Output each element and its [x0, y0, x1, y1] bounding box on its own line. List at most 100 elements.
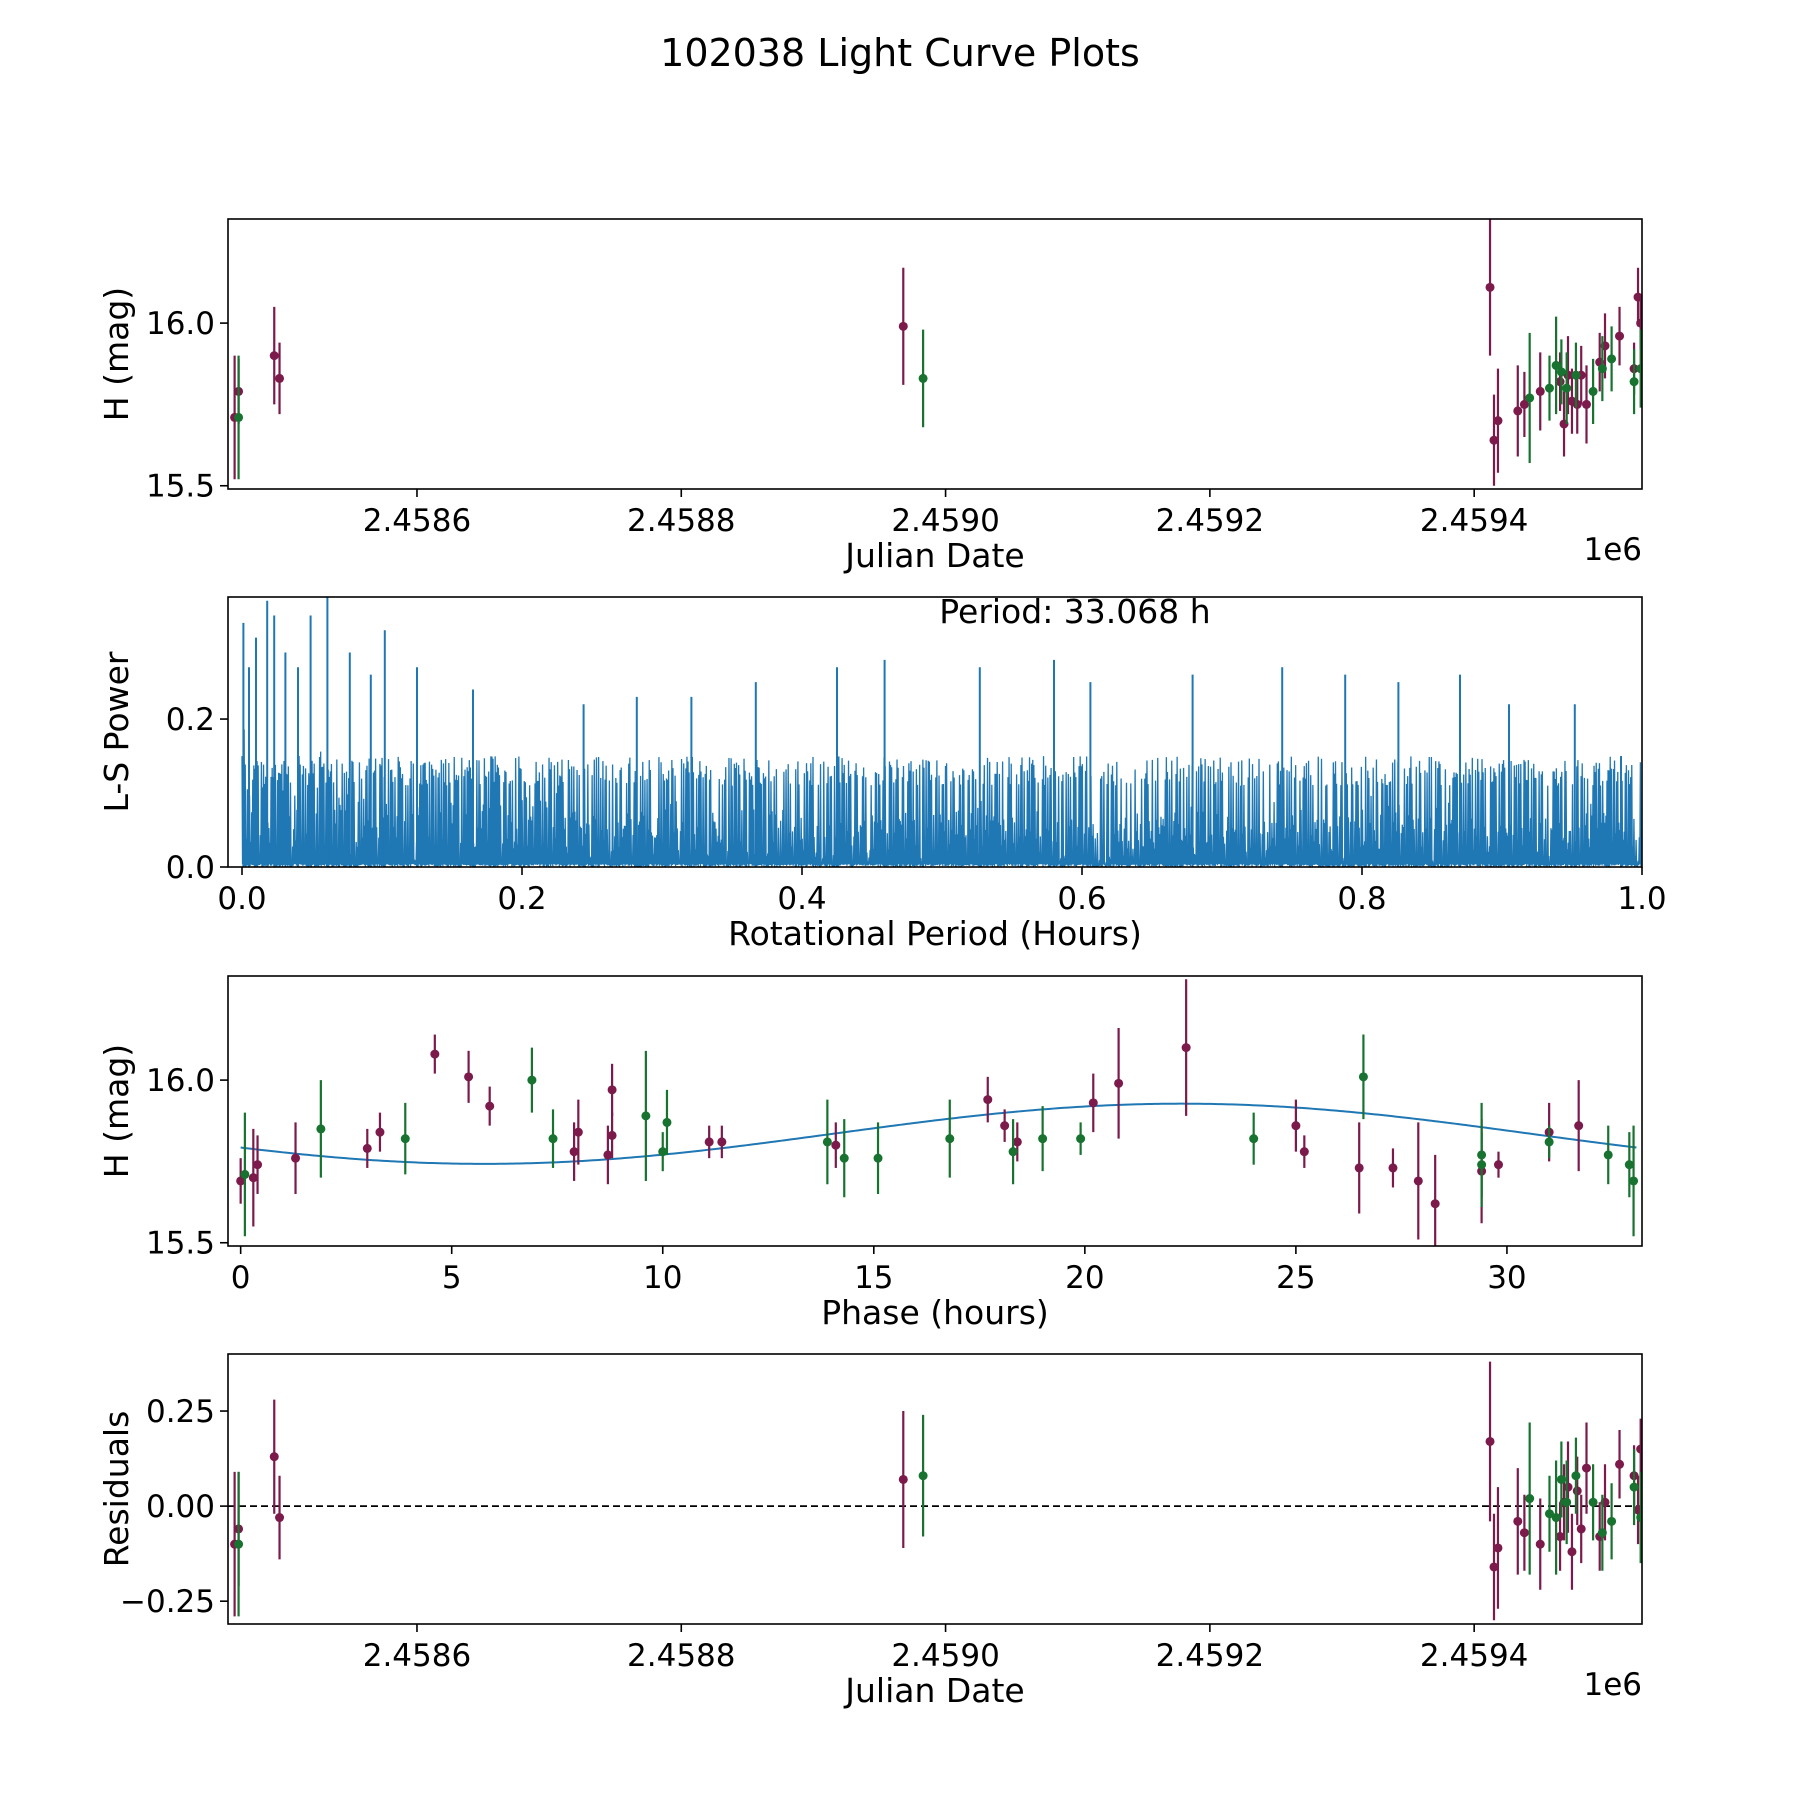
green-data-point [1551, 360, 1561, 370]
x-tick-label: 0.2 [497, 881, 546, 917]
green-data-point [1556, 367, 1566, 377]
x-tick-label: 2.4592 [1156, 1638, 1264, 1674]
maroon-data-point [253, 1160, 263, 1170]
y-tick-label: 0.25 [146, 1394, 215, 1430]
panel-lightcurve: 2.4586 2.4588 2.4590 2.4592 2.4594 15.5 16.0 Ju… [97, 218, 1670, 575]
x-tick-label: 2.4590 [891, 503, 999, 539]
x-axis-label: Rotational Period (Hours) [728, 914, 1142, 953]
green-data-point [1603, 1150, 1613, 1160]
green-data-point [1597, 1528, 1607, 1538]
maroon-data-point [1354, 1163, 1364, 1173]
maroon-data-point [1643, 1517, 1652, 1526]
maroon-data-point [1088, 1098, 1098, 1108]
x-tick-label: 2.4588 [627, 1638, 735, 1674]
x-tick-label: 2.4588 [627, 503, 735, 539]
maroon-data-point [1555, 1532, 1565, 1542]
maroon-data-point [1485, 1436, 1495, 1446]
maroon-data-point [269, 351, 279, 361]
y-axis-label: L-S Power [97, 651, 136, 812]
maroon-data-point [275, 373, 285, 383]
maroon-data-point [1291, 1121, 1301, 1131]
green-data-point [1607, 354, 1617, 364]
plot-frame [227, 218, 1643, 490]
maroon-data-point [1489, 1562, 1499, 1572]
x-tick-label: 0.4 [777, 881, 826, 917]
green-data-point [1636, 1513, 1642, 1523]
maroon-data-point [1581, 1463, 1591, 1473]
green-data-point [1551, 1513, 1561, 1523]
x-tick-label: 0.6 [1057, 881, 1106, 917]
maroon-data-point [704, 1137, 714, 1147]
maroon-data-point [573, 1127, 583, 1137]
green-data-point [1477, 1150, 1487, 1160]
maroon-data-point [1519, 1528, 1529, 1538]
maroon-data-point [1643, 361, 1652, 370]
y-tick-label: 0.0 [166, 850, 215, 886]
x-tick-label: 20 [1065, 1260, 1104, 1296]
green-data-point [548, 1134, 558, 1144]
y-axis-label: H (mag) [97, 1044, 136, 1178]
x-tick-label: 2.4590 [891, 1638, 999, 1674]
maroon-data-point [1576, 1524, 1586, 1534]
maroon-data-point [269, 1452, 279, 1462]
x-tick-label: 5 [442, 1260, 462, 1296]
green-data-point [1629, 377, 1639, 387]
panel-phasefold: 0 5 10 15 20 25 30 15.5 16.0 Phase (hours) H (mag) [97, 975, 1643, 1332]
green-data-point [839, 1153, 849, 1163]
x-tick-label: 0.0 [217, 881, 266, 917]
green-data-point [1607, 1516, 1617, 1526]
maroon-data-point [717, 1137, 727, 1147]
x-tick-label: 15 [854, 1260, 893, 1296]
green-data-point [662, 1117, 672, 1127]
maroon-data-point [1636, 1444, 1642, 1454]
period-annotation: Period: 33.068 h [939, 592, 1210, 631]
maroon-data-point [1299, 1147, 1309, 1157]
x-axis-label: Julian Date [843, 536, 1025, 575]
plot-area [228, 1361, 1652, 1621]
maroon-data-point [1000, 1121, 1010, 1131]
maroon-data-point [1581, 399, 1591, 409]
x-tick-label: 10 [643, 1260, 682, 1296]
plot-frame [227, 1353, 1643, 1625]
maroon-data-point [1655, 367, 1664, 376]
maroon-data-point [603, 1150, 613, 1160]
maroon-data-point [1661, 348, 1670, 357]
y-tick-label: −0.25 [120, 1584, 215, 1620]
maroon-data-point [983, 1095, 993, 1105]
green-data-point [1636, 364, 1642, 374]
plot-area [236, 979, 1639, 1246]
maroon-data-point [1572, 1486, 1582, 1496]
plot-area [241, 597, 1642, 867]
maroon-data-point [1513, 1516, 1523, 1526]
green-data-point [873, 1153, 883, 1163]
maroon-data-point [362, 1143, 372, 1153]
green-data-point [1525, 393, 1535, 403]
maroon-data-point [898, 321, 908, 331]
maroon-data-point [1636, 318, 1642, 328]
x-tick-label: 30 [1487, 1260, 1526, 1296]
green-data-point [1588, 386, 1598, 396]
green-data-point [1562, 1497, 1572, 1507]
maroon-data-point [1535, 1539, 1545, 1549]
green-data-point [918, 373, 928, 383]
green-data-point [1008, 1147, 1018, 1157]
x-tick-label: 2.4586 [363, 503, 471, 539]
maroon-data-point [1563, 1482, 1573, 1492]
maroon-data-point [1430, 1199, 1440, 1209]
green-data-point [1038, 1134, 1048, 1144]
periodogram-spectrum [241, 729, 1642, 867]
panel-periodogram: 0.0 0.2 0.4 0.6 0.8 1.0 0.0 0.2 Rotational Perio… [97, 592, 1667, 953]
y-tick-label: 15.5 [146, 469, 215, 505]
y-axis-label: Residuals [97, 1411, 136, 1568]
maroon-data-point [1114, 1078, 1124, 1088]
green-data-point [240, 1169, 250, 1179]
maroon-data-point [1493, 416, 1503, 426]
maroon-data-point [464, 1072, 474, 1082]
maroon-data-point [275, 1513, 285, 1523]
maroon-data-point [1519, 399, 1529, 409]
maroon-data-point [1535, 386, 1545, 396]
x-tick-label: 25 [1276, 1260, 1315, 1296]
green-data-point [918, 1471, 928, 1481]
maroon-data-point [569, 1147, 579, 1157]
maroon-data-point [1489, 435, 1499, 445]
